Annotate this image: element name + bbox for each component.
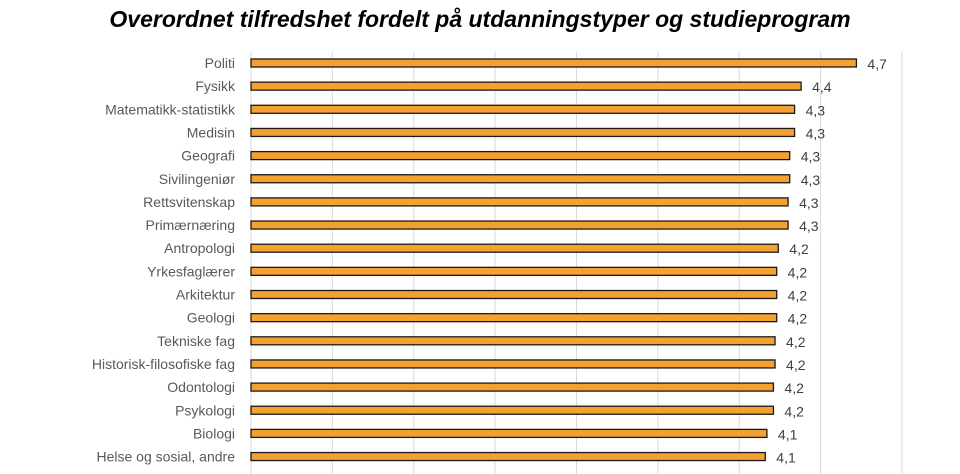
bar [250, 174, 791, 184]
data-label: 4,2 [784, 380, 804, 396]
data-label: 4,3 [801, 172, 821, 188]
bar [250, 266, 778, 277]
bar [250, 451, 766, 462]
category-label: Yrkesfaglærer [147, 263, 235, 279]
category-label: Odontologi [167, 379, 235, 395]
bar [250, 382, 775, 392]
bar [250, 81, 802, 91]
category-label: Matematikk-statistikk [105, 101, 236, 117]
bar [250, 289, 778, 300]
category-label: Biologi [193, 425, 235, 441]
category-label: Historisk-filosofiske fag [92, 356, 235, 372]
data-label: 4,2 [786, 357, 806, 373]
category-label: Helse og sosial, andre [96, 449, 235, 465]
bar [250, 428, 768, 439]
category-label: Politi [205, 55, 235, 71]
bar [250, 359, 776, 369]
category-label: Geografi [181, 148, 235, 164]
category-label: Antropologi [164, 240, 235, 256]
category-label: Primærnæring [146, 217, 235, 233]
category-label: Arkitektur [176, 287, 235, 303]
chart-title: Overordnet tilfredshet fordelt på utdann… [109, 6, 851, 32]
data-label: 4,3 [799, 195, 819, 211]
data-label: 4,1 [778, 426, 798, 442]
data-label: 4,4 [812, 79, 832, 95]
bar [250, 150, 791, 161]
bar [250, 243, 779, 253]
category-label: Sivilingeniør [159, 171, 236, 187]
bar [250, 127, 796, 138]
category-label: Tekniske fag [157, 333, 235, 349]
data-label: 4,3 [806, 125, 826, 141]
category-label: Geologi [187, 310, 235, 326]
bar [250, 197, 789, 207]
data-label: 4,3 [801, 149, 821, 165]
category-label: Rettsvitenskap [143, 194, 235, 210]
data-label: 4,3 [806, 102, 826, 118]
category-label: Medisin [187, 124, 235, 140]
bar [250, 58, 858, 68]
data-label: 4,2 [788, 288, 808, 304]
bar [250, 405, 775, 415]
bar [250, 220, 789, 230]
data-label: 4,3 [799, 218, 819, 234]
data-label: 4,2 [788, 264, 808, 280]
data-label: 4,7 [867, 56, 887, 72]
data-label: 4,2 [786, 334, 806, 350]
data-label: 4,2 [784, 403, 804, 419]
bar [250, 312, 778, 323]
category-label: Fysikk [195, 78, 236, 94]
data-label: 4,2 [788, 311, 808, 327]
data-label: 4,1 [776, 450, 796, 466]
data-label: 4,2 [789, 241, 809, 257]
bar [250, 104, 796, 114]
bar [250, 336, 776, 346]
category-label: Psykologi [175, 402, 235, 418]
